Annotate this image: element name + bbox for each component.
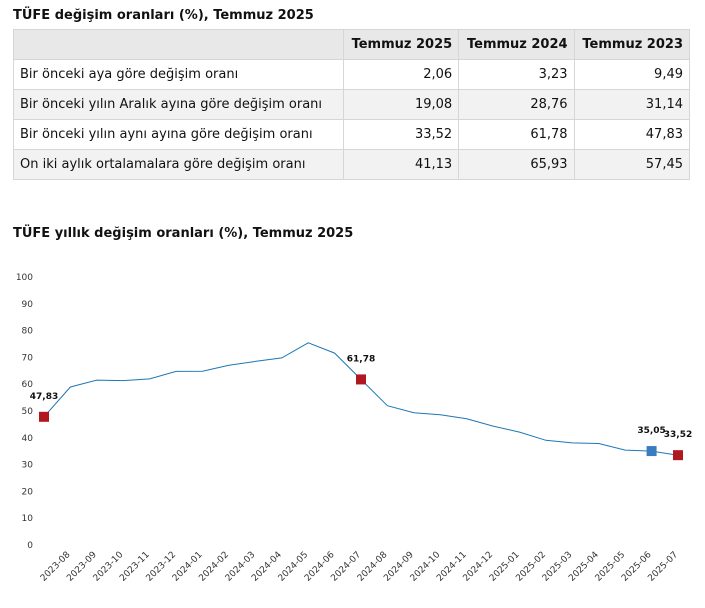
y-tick-label: 20 — [22, 487, 34, 497]
cell-value: 9,49 — [573, 59, 691, 90]
row-label: Bir önceki yılın aynı ayına göre değişim… — [13, 119, 344, 150]
data-label: 61,78 — [347, 354, 375, 364]
cell-value: 31,14 — [573, 89, 691, 120]
y-tick-label: 0 — [27, 541, 33, 551]
data-point-marker — [356, 374, 366, 385]
cell-value: 3,23 — [458, 59, 575, 90]
header-cell-empty — [13, 29, 344, 60]
table-row: Bir önceki yılın Aralık ayına göre değiş… — [13, 89, 691, 120]
data-label: 35,05 — [637, 426, 665, 436]
table-row: On iki aylık ortalamalara göre değişim o… — [13, 149, 691, 180]
table-row: Bir önceki aya göre değişim oranı 2,06 3… — [13, 59, 691, 90]
cell-value: 47,83 — [573, 119, 691, 150]
cell-value: 41,13 — [342, 149, 460, 180]
cell-value: 57,45 — [573, 149, 691, 180]
table-title: TÜFE değişim oranları (%), Temmuz 2025 — [13, 8, 314, 23]
y-tick-label: 70 — [22, 353, 34, 363]
y-axis-ticks: 0 10 20 30 40 50 60 70 80 90 100 — [16, 273, 33, 551]
cell-value: 28,76 — [458, 89, 575, 120]
y-tick-label: 60 — [22, 380, 34, 390]
cell-value: 61,78 — [458, 119, 575, 150]
cell-value: 19,08 — [342, 89, 460, 120]
header-cell-jul-2025: Temmuz 2025 — [342, 29, 460, 60]
table-header-row: Temmuz 2025 Temmuz 2024 Temmuz 2023 — [13, 29, 691, 60]
y-tick-label: 30 — [22, 461, 34, 471]
x-axis-ticks: 2023-082023-092023-102023-112023-122024-… — [39, 550, 680, 584]
y-tick-label: 80 — [22, 327, 34, 337]
header-cell-jul-2023: Temmuz 2023 — [573, 29, 691, 60]
cell-value: 2,06 — [342, 59, 460, 90]
row-label: Bir önceki yılın Aralık ayına göre değiş… — [13, 89, 344, 120]
y-tick-label: 100 — [16, 273, 33, 283]
y-tick-label: 40 — [22, 434, 34, 444]
data-point-marker — [673, 450, 683, 461]
data-point-marker — [646, 446, 657, 457]
row-label: On iki aylık ortalamalara göre değişim o… — [13, 149, 344, 180]
data-point-marker — [39, 411, 49, 422]
y-tick-label: 90 — [22, 300, 34, 310]
cell-value: 65,93 — [458, 149, 575, 180]
y-tick-label: 10 — [22, 514, 34, 524]
row-label: Bir önceki aya göre değişim oranı — [13, 59, 344, 90]
y-tick-label: 50 — [22, 407, 34, 417]
header-cell-jul-2024: Temmuz 2024 — [458, 29, 575, 60]
cpi-annual-line-chart: 0 10 20 30 40 50 60 70 80 90 100 2023-082023-09202… — [16, 273, 692, 584]
data-label: 47,83 — [30, 392, 58, 402]
table-row: Bir önceki yılın aynı ayına göre değişim… — [13, 119, 691, 150]
cell-value: 33,52 — [342, 119, 460, 150]
chart-title: TÜFE yıllık değişim oranları (%), Temmuz… — [13, 226, 354, 241]
cpi-table: Temmuz 2025 Temmuz 2024 Temmuz 2023 Bir … — [13, 29, 691, 180]
data-label: 33,52 — [664, 430, 692, 440]
